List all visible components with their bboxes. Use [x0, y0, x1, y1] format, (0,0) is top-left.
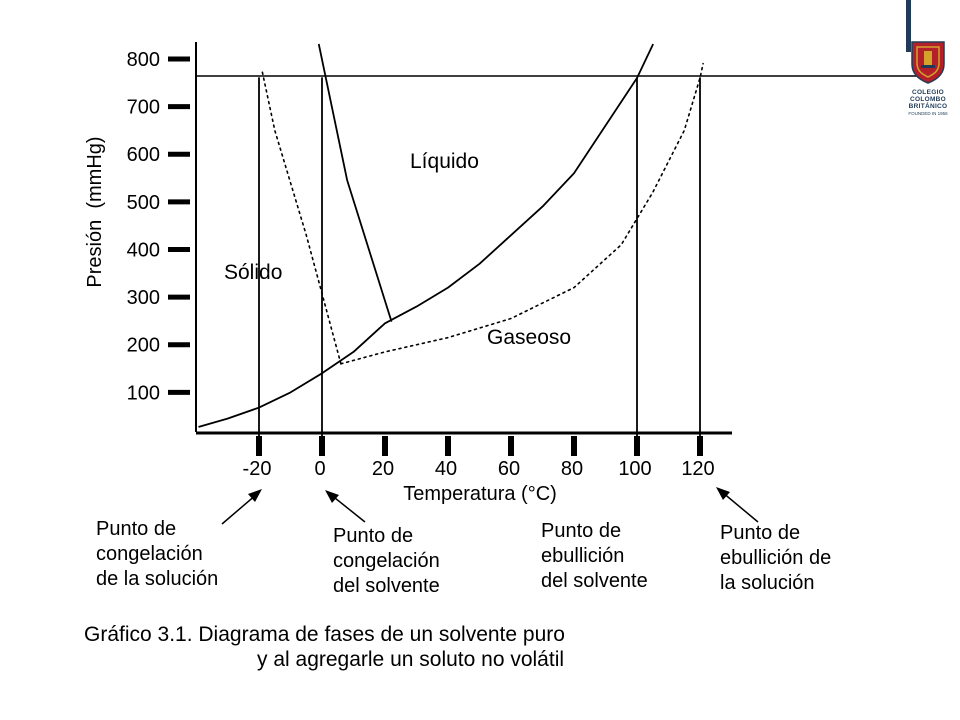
figure-caption: Gráfico 3.1. Diagrama de fases de un sol… [0, 622, 820, 672]
x-tick-label: 0 [314, 458, 325, 480]
series-pure-vapor-pressure [198, 43, 654, 428]
y-tick-label: 200 [127, 335, 160, 357]
crest-icon [911, 41, 945, 84]
region-label-gas: Gaseoso [487, 326, 571, 349]
caption-line-2: y al agregarle un soluto no volátil [257, 648, 565, 671]
logo-text: COLEGIO [911, 89, 945, 96]
annotation-line: ebullición de [720, 547, 831, 569]
series-pure-fusion-line [317, 43, 393, 322]
annotation-line: del solvente [333, 575, 440, 597]
school-logo: COLEGIO COLOMBO BRITÁNICO FOUNDED IN 195… [900, 40, 956, 134]
y-axis-label: Presión (mmHg) [84, 136, 106, 287]
x-tick-label: 60 [498, 458, 520, 480]
x-tick-label: 20 [372, 458, 394, 480]
series-solution-vapor-pressure [340, 62, 704, 365]
caption-line-1: Gráfico 3.1. Diagrama de fases de un sol… [84, 623, 565, 646]
logo-founded-text: FOUNDED IN 1956 [908, 111, 948, 116]
annotation-line: del solvente [541, 570, 648, 592]
y-tick-label: 400 [127, 239, 160, 261]
series-solution-fusion-line [261, 70, 342, 365]
annotation-line: Punto de [96, 518, 176, 540]
annotation-freezing-point-solvent: Punto de congelación del solvente [325, 490, 440, 597]
y-tick-label: 700 [127, 97, 160, 119]
logo-text: BRITÁNICO [908, 103, 948, 110]
annotation-line: congelación [333, 550, 440, 572]
x-tick-label: 120 [681, 458, 714, 480]
y-tick-label: 600 [127, 144, 160, 166]
annotation-boiling-point-solution: Punto de ebullición de la solución [716, 487, 831, 594]
region-label-liquid: Líquido [410, 150, 479, 173]
x-tick-label: 100 [618, 458, 651, 480]
x-axis-label: Temperatura (°C) [403, 483, 557, 505]
annotation-line: Punto de [541, 520, 621, 542]
arrow-head [716, 487, 730, 500]
brand-side-bar [906, 0, 911, 52]
y-tick-label: 500 [127, 192, 160, 214]
annotation-line: congelación [96, 543, 203, 565]
y-tick-label: 100 [127, 382, 160, 404]
annotation-line: Punto de [720, 522, 800, 544]
annotation-line: de la solución [96, 568, 218, 590]
annotation-boiling-point-solvent: Punto de ebullición del solvente [541, 520, 648, 592]
arrow-line [721, 491, 759, 523]
annotation-line: ebullición [541, 545, 624, 567]
arrow-line [329, 493, 366, 523]
x-tick-label: -20 [243, 458, 272, 480]
annotation-freezing-point-solution: Punto de congelación de la solución [96, 489, 262, 590]
annotation-line: Punto de [333, 525, 413, 547]
logo-text: COLOMBO [909, 96, 947, 103]
arrow-head [325, 490, 339, 503]
y-tick-label: 300 [127, 287, 160, 309]
x-tick-label: 40 [435, 458, 457, 480]
y-tick-label: 800 [127, 49, 160, 71]
annotation-line: la solución [720, 572, 815, 594]
arrow-head [248, 489, 262, 502]
x-tick-label: 80 [561, 458, 583, 480]
arrow-line [221, 493, 258, 525]
region-label-solid: Sólido [224, 261, 282, 284]
